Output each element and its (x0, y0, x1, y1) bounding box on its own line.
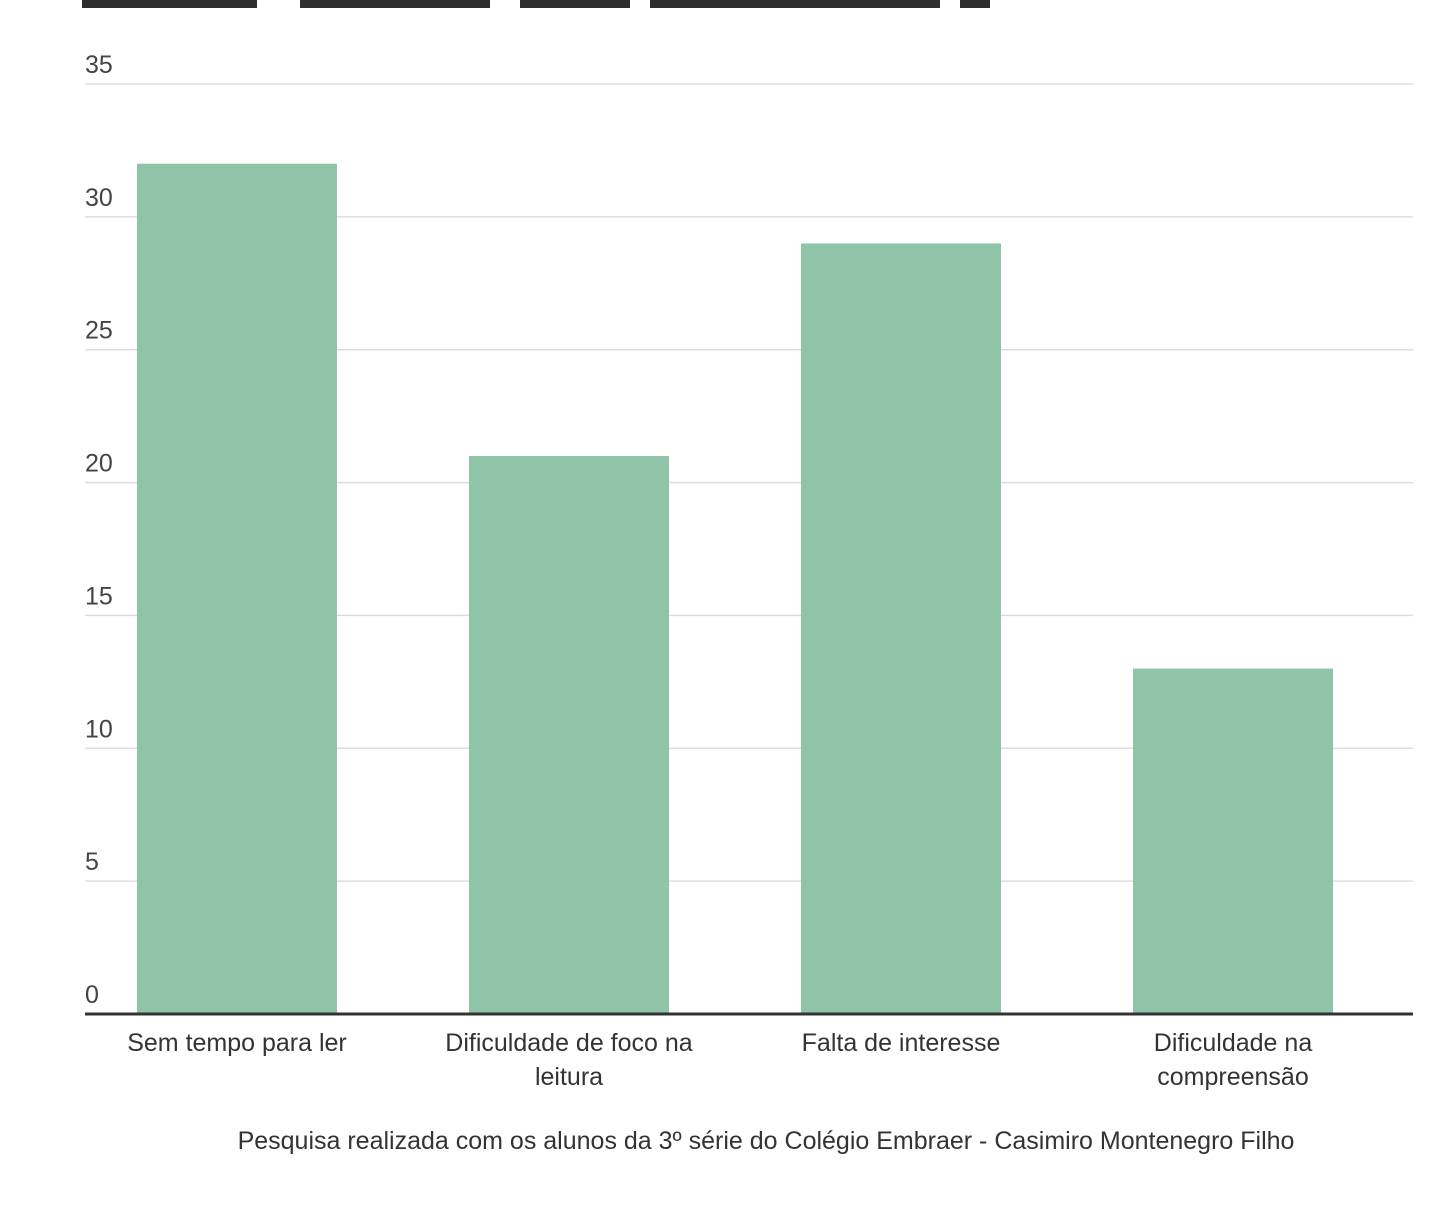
x-tick-label-line: Dificuldade na (1154, 1029, 1313, 1057)
x-tick-label-line: Dificuldade de foco na (445, 1029, 692, 1057)
source-note: Pesquisa realizada com os alunos da 3º s… (238, 1127, 1295, 1155)
y-tick-label: 20 (85, 450, 113, 478)
y-tick-label: 10 (85, 715, 113, 743)
bar (801, 243, 1001, 1014)
x-tick-label: Falta de interesse (802, 1029, 1001, 1057)
x-tick-label: Dificuldade de foco na leitura (445, 1029, 692, 1091)
x-tick-label: Dificuldade na compreensão (1154, 1029, 1313, 1091)
y-tick-label: 35 (85, 51, 113, 79)
y-tick-label: 25 (85, 317, 113, 345)
x-tick-label-line: Falta de interesse (802, 1029, 1001, 1057)
x-tick-label-line: leitura (535, 1063, 603, 1091)
bar (1133, 668, 1333, 1014)
chart-title-cropped (0, 0, 1437, 8)
bars (137, 163, 1333, 1014)
x-axis-labels: Sem tempo para ler Dificuldade de foco na… (127, 1029, 1312, 1091)
x-tick-label-line: compreensão (1157, 1063, 1308, 1091)
bar (137, 163, 337, 1014)
y-tick-label: 15 (85, 582, 113, 610)
y-tick-label: 0 (85, 981, 99, 1009)
x-tick-label: Sem tempo para ler (127, 1029, 347, 1057)
bar (469, 456, 669, 1014)
y-axis-ticks: 0 5 10 15 20 25 30 35 (85, 51, 113, 1009)
y-tick-label: 30 (85, 184, 113, 212)
y-tick-label: 5 (85, 848, 99, 876)
x-tick-label-line: Sem tempo para ler (127, 1029, 347, 1057)
